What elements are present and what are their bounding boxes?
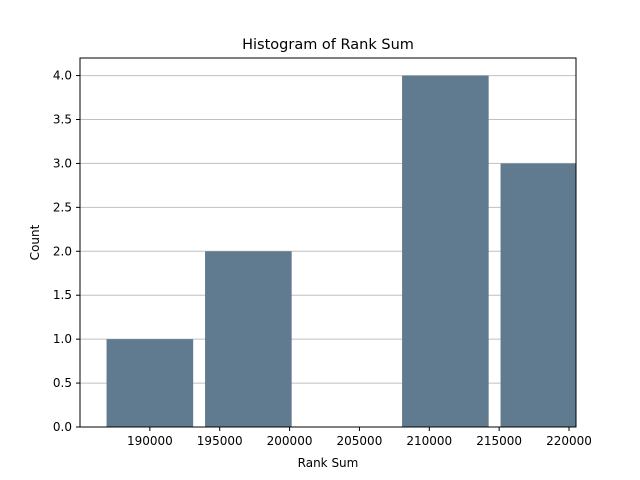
y-tick-label: 0.5 [53, 376, 72, 390]
histogram-bar [500, 163, 576, 427]
x-tick-label: 195000 [197, 434, 243, 448]
x-tick-label: 205000 [337, 434, 383, 448]
x-tick-label: 190000 [127, 434, 173, 448]
y-tick-label: 1.5 [53, 288, 72, 302]
plot-frame [79, 57, 577, 428]
x-tick-label: 215000 [476, 434, 522, 448]
histogram-bar [402, 75, 489, 427]
y-tick-label: 4.0 [53, 69, 72, 83]
x-axis-ticks: 190000 195000 200000 205000 210000 215000 2200… [127, 427, 592, 448]
y-axis-label: Count [28, 224, 42, 260]
x-tick-label: 210000 [406, 434, 452, 448]
y-tick-label: 1.0 [53, 332, 72, 346]
y-axis-ticks: 0.0 0.5 1.0 1.5 2.0 2.5 3.0 3.5 4.0 [53, 69, 80, 434]
y-tick-label: 2.5 [53, 200, 72, 214]
y-tick-label: 3.0 [53, 156, 72, 170]
y-tick-label: 0.0 [53, 420, 72, 434]
histogram-bar [106, 339, 194, 427]
histogram-bar [205, 251, 292, 427]
y-tick-label: 3.5 [53, 113, 72, 127]
chart-title: Histogram of Rank Sum [242, 37, 414, 53]
x-tick-label: 200000 [267, 434, 313, 448]
y-tick-label: 2.0 [53, 244, 72, 258]
x-tick-label: 220000 [546, 434, 592, 448]
histogram-bars [106, 75, 576, 427]
x-axis-label: Rank Sum [298, 456, 359, 470]
